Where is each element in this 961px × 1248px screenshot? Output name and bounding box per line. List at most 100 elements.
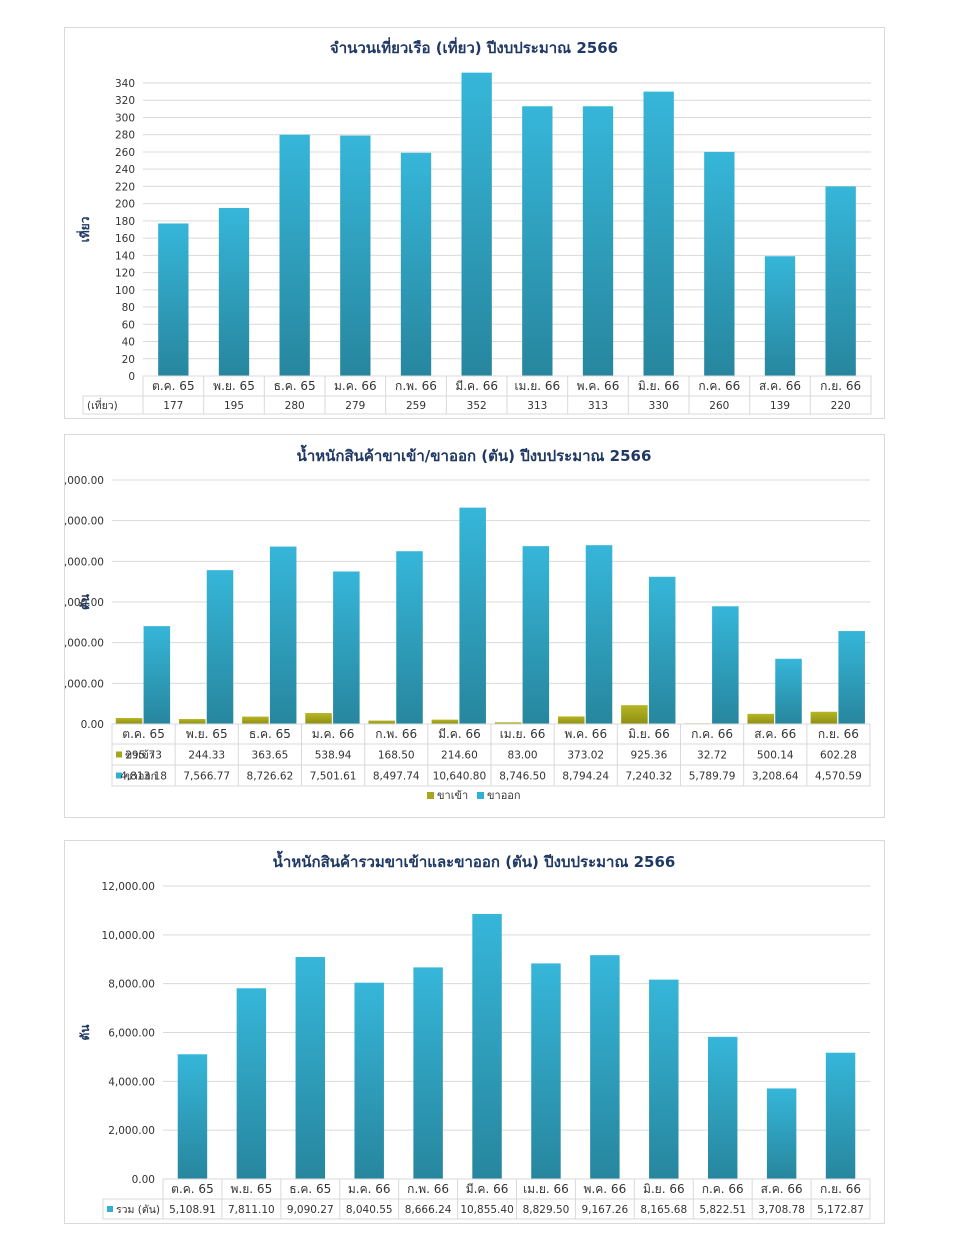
y-tick-label: 180 (115, 216, 135, 228)
bar (236, 988, 267, 1179)
y-tick-label: 340 (115, 78, 135, 90)
category-label: พ.ย. 65 (231, 1182, 273, 1196)
bar (707, 1036, 738, 1179)
category-label: มี.ค. 66 (466, 1182, 509, 1196)
data-label: 4,570.59 (815, 771, 862, 783)
category-label: ก.ย. 66 (820, 379, 861, 393)
category-label: ก.พ. 66 (375, 727, 417, 741)
data-label: 925.36 (631, 750, 668, 762)
data-label: 8,666.24 (405, 1204, 452, 1216)
data-label: 7,566.77 (183, 771, 230, 783)
series-name: (เที่ยว) (87, 398, 118, 412)
data-label: 220 (831, 400, 851, 412)
bar (590, 955, 620, 1179)
y-tick-label: 320 (115, 95, 135, 107)
bar (472, 913, 502, 1179)
y-axis-label: ตัน (78, 1024, 92, 1041)
category-label: ส.ค. 66 (761, 1182, 803, 1196)
category-label: มิ.ย. 66 (643, 1182, 685, 1196)
table-row (82, 395, 872, 415)
data-label: 5,108.91 (169, 1204, 216, 1216)
category-label: ม.ค. 66 (348, 1182, 391, 1196)
data-label: 279 (345, 400, 365, 412)
bar-export (775, 658, 802, 724)
y-tick-label: 6,000.00 (65, 597, 104, 609)
bar (522, 106, 553, 377)
bar (825, 1052, 856, 1179)
bar-export (459, 507, 486, 724)
y-tick-label: 2,000.00 (108, 1125, 155, 1137)
category-label: พ.ค. 66 (577, 379, 620, 393)
category-label: ก.ย. 66 (820, 1182, 861, 1196)
bar-export (712, 606, 739, 724)
legend-label: ขาเข้า (437, 789, 468, 802)
bar (582, 106, 614, 377)
y-tick-label: 80 (122, 302, 135, 314)
bar-export (206, 570, 234, 724)
data-label: 8,746.50 (499, 771, 546, 783)
bar-import (810, 711, 838, 724)
category-label: ธ.ค. 65 (274, 379, 316, 393)
data-label: 352 (467, 400, 487, 412)
category-label: ต.ค. 65 (122, 727, 165, 741)
y-tick-label: 260 (115, 147, 135, 159)
trips-bar-chart: จำนวนเที่ยวเรือ (เที่ยว) ปีงบประมาณ 2566… (76, 37, 872, 415)
bar-export (396, 551, 423, 724)
data-label: 9,167.26 (581, 1204, 628, 1216)
data-label: 295.73 (125, 750, 162, 762)
data-label: 8,497.74 (373, 771, 420, 783)
data-label: 7,811.10 (228, 1204, 275, 1216)
bar-import (368, 720, 395, 724)
category-label: ธ.ค. 65 (249, 727, 291, 741)
data-label: 260 (709, 400, 729, 412)
bar-import (178, 719, 206, 724)
bar (764, 256, 796, 376)
y-tick-label: 10,000.00 (65, 516, 104, 528)
bar (158, 223, 189, 376)
y-tick-label: 2,000.00 (65, 678, 104, 690)
y-tick-label: 12,000.00 (65, 475, 104, 487)
category-label: ก.ค. 66 (702, 1182, 744, 1196)
y-tick-label: 300 (115, 112, 135, 124)
y-tick-label: 160 (115, 233, 135, 245)
bar-import (115, 717, 143, 724)
bar (461, 72, 492, 377)
series-name: รวม (ตัน) (116, 1204, 160, 1216)
category-label: ม.ค. 66 (334, 379, 377, 393)
data-label: 7,240.32 (626, 771, 673, 783)
bar-export (648, 576, 676, 724)
y-tick-label: 10,000.00 (102, 930, 155, 942)
chart-title: จำนวนเที่ยวเรือ (เที่ยว) ปีงบประมาณ 2566 (330, 37, 618, 57)
data-label: 3,708.78 (758, 1204, 805, 1216)
y-tick-label: 0.00 (81, 719, 104, 731)
y-tick-label: 4,000.00 (65, 638, 104, 650)
category-label: มิ.ย. 66 (638, 379, 680, 393)
y-tick-label: 60 (122, 319, 135, 331)
data-label: 214.60 (441, 750, 478, 762)
data-label: 168.50 (378, 750, 415, 762)
data-label: 280 (285, 400, 305, 412)
data-label: 10,640.80 (433, 771, 486, 783)
bar-export (522, 546, 550, 724)
bar-export (333, 571, 360, 724)
category-label: ก.พ. 66 (395, 379, 437, 393)
y-tick-label: 0 (128, 371, 135, 383)
category-label: มี.ค. 66 (438, 727, 481, 741)
data-label: 5,822.51 (699, 1204, 746, 1216)
category-label: พ.ค. 66 (584, 1182, 627, 1196)
data-label: 602.28 (820, 750, 857, 762)
bar-import (431, 719, 459, 724)
category-label: ก.ค. 66 (698, 379, 740, 393)
data-label: 330 (649, 400, 669, 412)
import-export-bar-chart: น้ำหนักสินค้าขาเข้า/ขาออก (ตัน) ปีงบประม… (65, 444, 871, 802)
y-tick-label: 40 (122, 337, 135, 349)
data-label: 259 (406, 400, 426, 412)
data-label: 83.00 (508, 750, 538, 762)
bar-import (242, 716, 269, 724)
data-label: 10,855.40 (460, 1204, 513, 1216)
category-label: พ.ย. 65 (213, 379, 255, 393)
y-tick-label: 240 (115, 164, 135, 176)
category-label: ส.ค. 66 (754, 727, 796, 741)
category-label: ก.ย. 66 (818, 727, 859, 741)
data-label: 500.14 (757, 750, 794, 762)
